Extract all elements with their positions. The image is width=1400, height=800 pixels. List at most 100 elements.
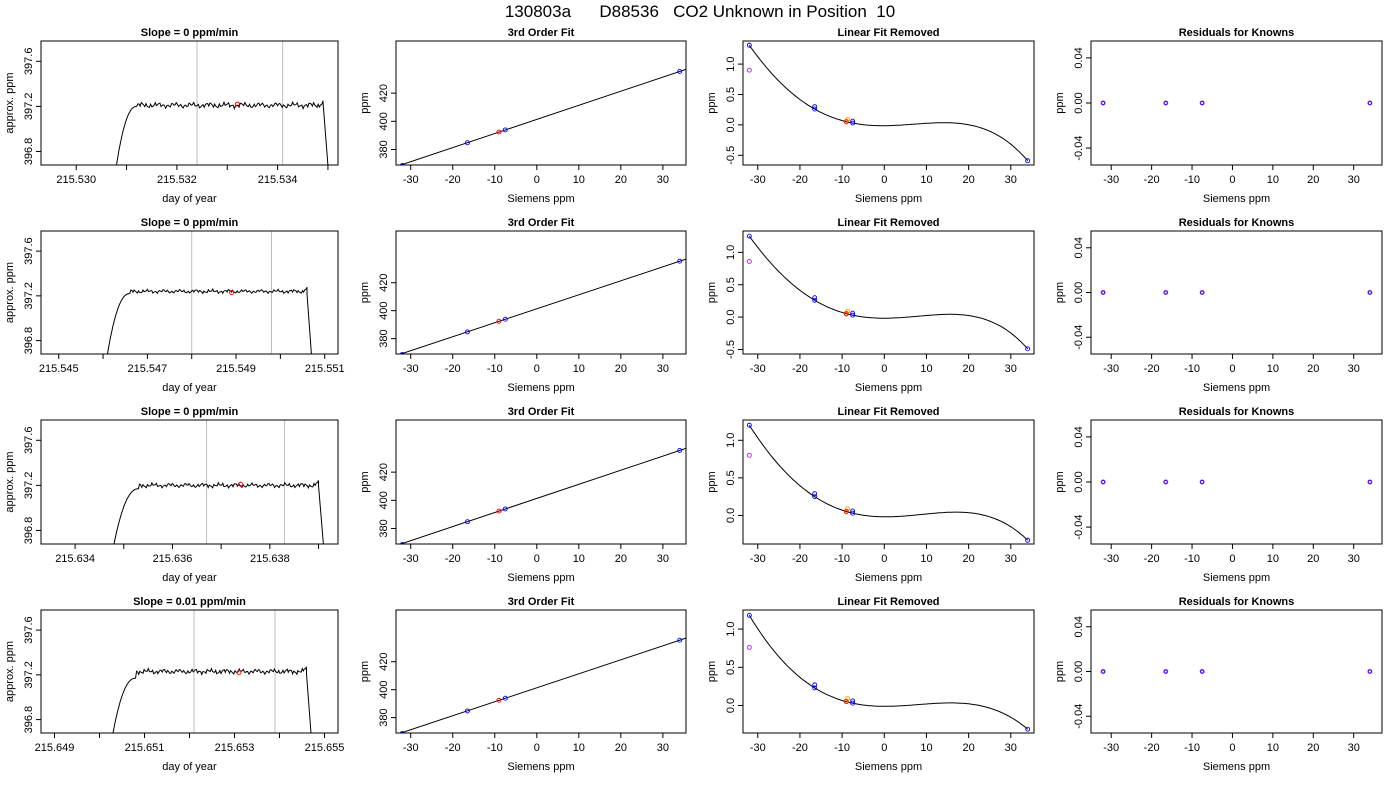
x-tick-label: -30	[403, 553, 419, 565]
residual-point	[1163, 100, 1169, 106]
blue-point	[1025, 537, 1031, 543]
residual-point	[1367, 290, 1373, 295]
blue-point	[812, 295, 818, 301]
panel-title: 3rd Order Fit	[508, 217, 575, 229]
fit-line	[399, 68, 686, 165]
purple-point	[746, 452, 752, 458]
y-tick-label: 397.2	[23, 93, 35, 121]
blue-point	[850, 310, 856, 316]
y-tick-label: 1.0	[725, 245, 737, 260]
y-axis-label: ppm	[706, 92, 718, 113]
x-tick-label: 20	[615, 174, 627, 186]
x-tick-label: 215.545	[39, 363, 79, 375]
x-tick-label: 0	[881, 553, 887, 565]
x-tick-label: 30	[1348, 363, 1360, 375]
x-tick-label: 215.649	[35, 742, 75, 754]
y-tick-label: 397.2	[23, 282, 35, 310]
panel-r2-c2: Linear Fit Removed Siemens ppm ppm -30 -20 -1…	[706, 406, 1035, 584]
x-tick-label: -20	[1144, 174, 1160, 186]
residual-point	[1100, 669, 1106, 674]
x-tick-label: -10	[834, 174, 850, 186]
y-tick-label: 0.0	[725, 698, 737, 713]
y-tick-label: 0.04	[1073, 237, 1085, 258]
y-tick-label: -0.04	[1073, 136, 1085, 161]
y-axis-label: approx. ppm	[4, 262, 16, 323]
x-tick-label: 30	[1005, 363, 1017, 375]
plot-data	[1100, 669, 1373, 674]
x-tick-label: 20	[963, 174, 975, 186]
residual-point	[1100, 100, 1106, 106]
orange-point	[845, 506, 851, 512]
panel-r2-c0: Slope = 0 ppm/min day of year approx. ppm 2…	[4, 406, 339, 584]
residual-point	[1199, 100, 1205, 106]
panel-r3-c3: Residuals for Knowns Siemens ppm ppm -30 -20…	[1054, 596, 1383, 773]
x-tick-label: 215.532	[157, 174, 197, 186]
x-tick-label: 30	[1005, 174, 1017, 186]
x-tick-label: -10	[834, 553, 850, 565]
x-tick-label: -20	[445, 553, 461, 565]
blue-point	[502, 506, 508, 512]
purple-point	[746, 644, 752, 650]
blue-point	[464, 329, 470, 335]
x-tick-label: 30	[657, 553, 669, 565]
y-tick-label: 420	[378, 653, 390, 671]
panel-r1-c1: 3rd Order Fit Siemens ppm ppm -30 -20 -10 0 10 2…	[359, 217, 687, 394]
x-tick-label: -20	[445, 363, 461, 375]
y-tick-label: 0.00	[1073, 471, 1085, 492]
plot-data	[399, 447, 686, 544]
panel-r0-c2: Linear Fit Removed Siemens ppm ppm -30 -20 -1…	[706, 27, 1035, 205]
y-axis-label: ppm	[359, 471, 371, 492]
x-tick-label: 10	[1267, 553, 1279, 565]
y-tick-label: 0.0	[725, 117, 737, 132]
y-tick-label: -0.5	[725, 340, 737, 359]
plot-frame	[395, 230, 687, 355]
x-axis-label: day of year	[162, 572, 217, 584]
x-tick-label: 30	[657, 363, 669, 375]
blue-point	[850, 698, 856, 704]
x-tick-label: -10	[1184, 553, 1200, 565]
x-tick-label: -20	[792, 742, 808, 754]
x-tick-label: 20	[963, 363, 975, 375]
x-tick-label: -30	[1103, 363, 1119, 375]
plot-data	[746, 612, 1031, 732]
x-tick-label: 0	[1229, 742, 1235, 754]
plot-data	[1100, 479, 1373, 485]
blue-point	[746, 42, 752, 48]
y-tick-label: 1.0	[725, 56, 737, 71]
red-point	[843, 119, 849, 125]
residual-point	[1163, 479, 1169, 485]
panel-r1-c0: Slope = 0 ppm/min day of year approx. ppm 2…	[4, 217, 345, 394]
x-tick-label: -20	[792, 174, 808, 186]
blue-point	[677, 447, 683, 453]
x-tick-label: 10	[920, 742, 932, 754]
x-axis-label: day of year	[162, 193, 217, 205]
y-tick-label: 0.00	[1073, 282, 1085, 303]
x-tick-label: 0	[1229, 553, 1235, 565]
fit-curve	[748, 615, 1029, 730]
x-tick-label: 30	[657, 174, 669, 186]
blue-point	[399, 162, 405, 165]
residual-point-inner	[1200, 669, 1204, 674]
y-tick-label: -0.04	[1073, 515, 1085, 540]
panel-r3-c1: 3rd Order Fit Siemens ppm ppm -30 -20 -10 0 10 2…	[359, 596, 687, 773]
residual-point-inner	[1200, 480, 1204, 484]
y-axis-label: approx. ppm	[4, 72, 16, 133]
panel-r3-c0: Slope = 0.01 ppm/min day of year approx. p…	[4, 596, 344, 773]
red-point	[496, 697, 502, 703]
x-tick-label: 10	[1267, 742, 1279, 754]
x-tick-label: 215.655	[305, 742, 345, 754]
x-tick-label: 215.651	[125, 742, 165, 754]
plot-frame	[742, 609, 1035, 734]
y-tick-label: 380	[378, 519, 390, 537]
x-tick-label: 20	[615, 553, 627, 565]
x-axis-label: Siemens ppm	[1203, 193, 1270, 205]
panel-r0-c0: Slope = 0 ppm/min day of year approx. ppm 2…	[4, 27, 339, 205]
y-tick-label: 0.04	[1073, 426, 1085, 447]
x-tick-label: -10	[834, 742, 850, 754]
residual-point-inner	[1101, 101, 1105, 105]
plot-frame	[395, 40, 687, 166]
x-tick-label: 0	[534, 363, 540, 375]
x-tick-label: -30	[750, 742, 766, 754]
plot-data	[746, 422, 1031, 543]
fit-curve	[748, 45, 1029, 162]
